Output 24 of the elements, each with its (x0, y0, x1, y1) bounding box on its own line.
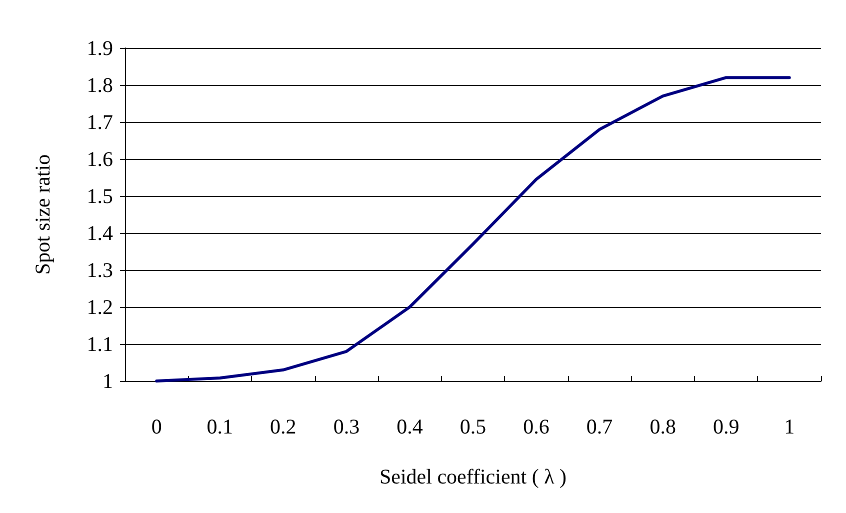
y-tick-label: 1.2 (86, 295, 113, 319)
x-tick-label: 0.7 (586, 414, 613, 438)
x-tick-label: 0.5 (460, 414, 486, 438)
y-tick-label: 1.6 (86, 147, 113, 171)
y-tick-label: 1.9 (86, 36, 113, 60)
y-tick-label: 1 (102, 369, 113, 393)
x-axis-title: Seidel coefficient ( λ ) (379, 464, 567, 488)
x-tick-label: 0.6 (523, 414, 550, 438)
y-tick-label: 1.7 (86, 110, 113, 134)
x-tick-label: 0.4 (396, 414, 424, 438)
x-tick-label: 0.9 (712, 414, 740, 438)
x-tick-label: 0 (151, 414, 162, 438)
y-tick-label: 1.5 (86, 184, 113, 208)
y-tick-label: 1.8 (86, 73, 113, 97)
x-tick-label: 0.2 (270, 414, 296, 438)
x-tick-label: 1 (784, 414, 795, 438)
x-tick-label: 0.1 (206, 414, 234, 438)
y-tick-label: 1.4 (86, 221, 114, 245)
y-tick-label: 1.3 (86, 258, 113, 282)
x-tick-label: 0.3 (333, 414, 360, 438)
y-tick-label: 1.1 (86, 332, 113, 356)
y-axis-title: Spot size ratio (30, 154, 54, 275)
line-series (155, 76, 791, 382)
x-tick-label: 0.8 (650, 414, 676, 438)
